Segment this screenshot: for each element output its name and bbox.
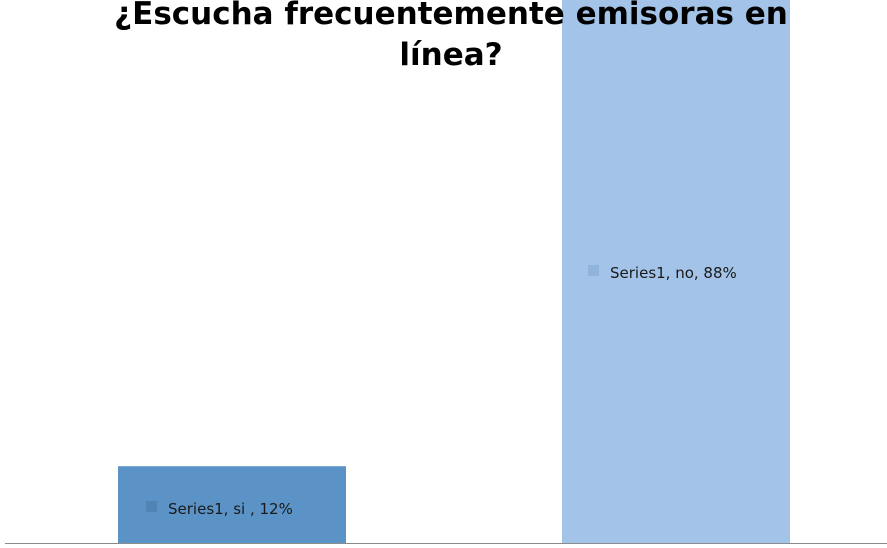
data-label-si: Series1, si , 12% (168, 500, 293, 518)
data-labels-layer: Series1, si , 12% Series1, no, 88% (146, 264, 737, 518)
bar-no (562, 0, 790, 544)
chart-title-line-1: ¿Escucha frecuentemente emisoras en (114, 0, 788, 32)
bars-layer (118, 0, 790, 544)
chart-title-line-2: línea? (399, 37, 502, 73)
data-label-no: Series1, no, 88% (610, 264, 737, 282)
data-label-marker-si (146, 501, 157, 512)
data-label-marker-no (588, 265, 599, 276)
